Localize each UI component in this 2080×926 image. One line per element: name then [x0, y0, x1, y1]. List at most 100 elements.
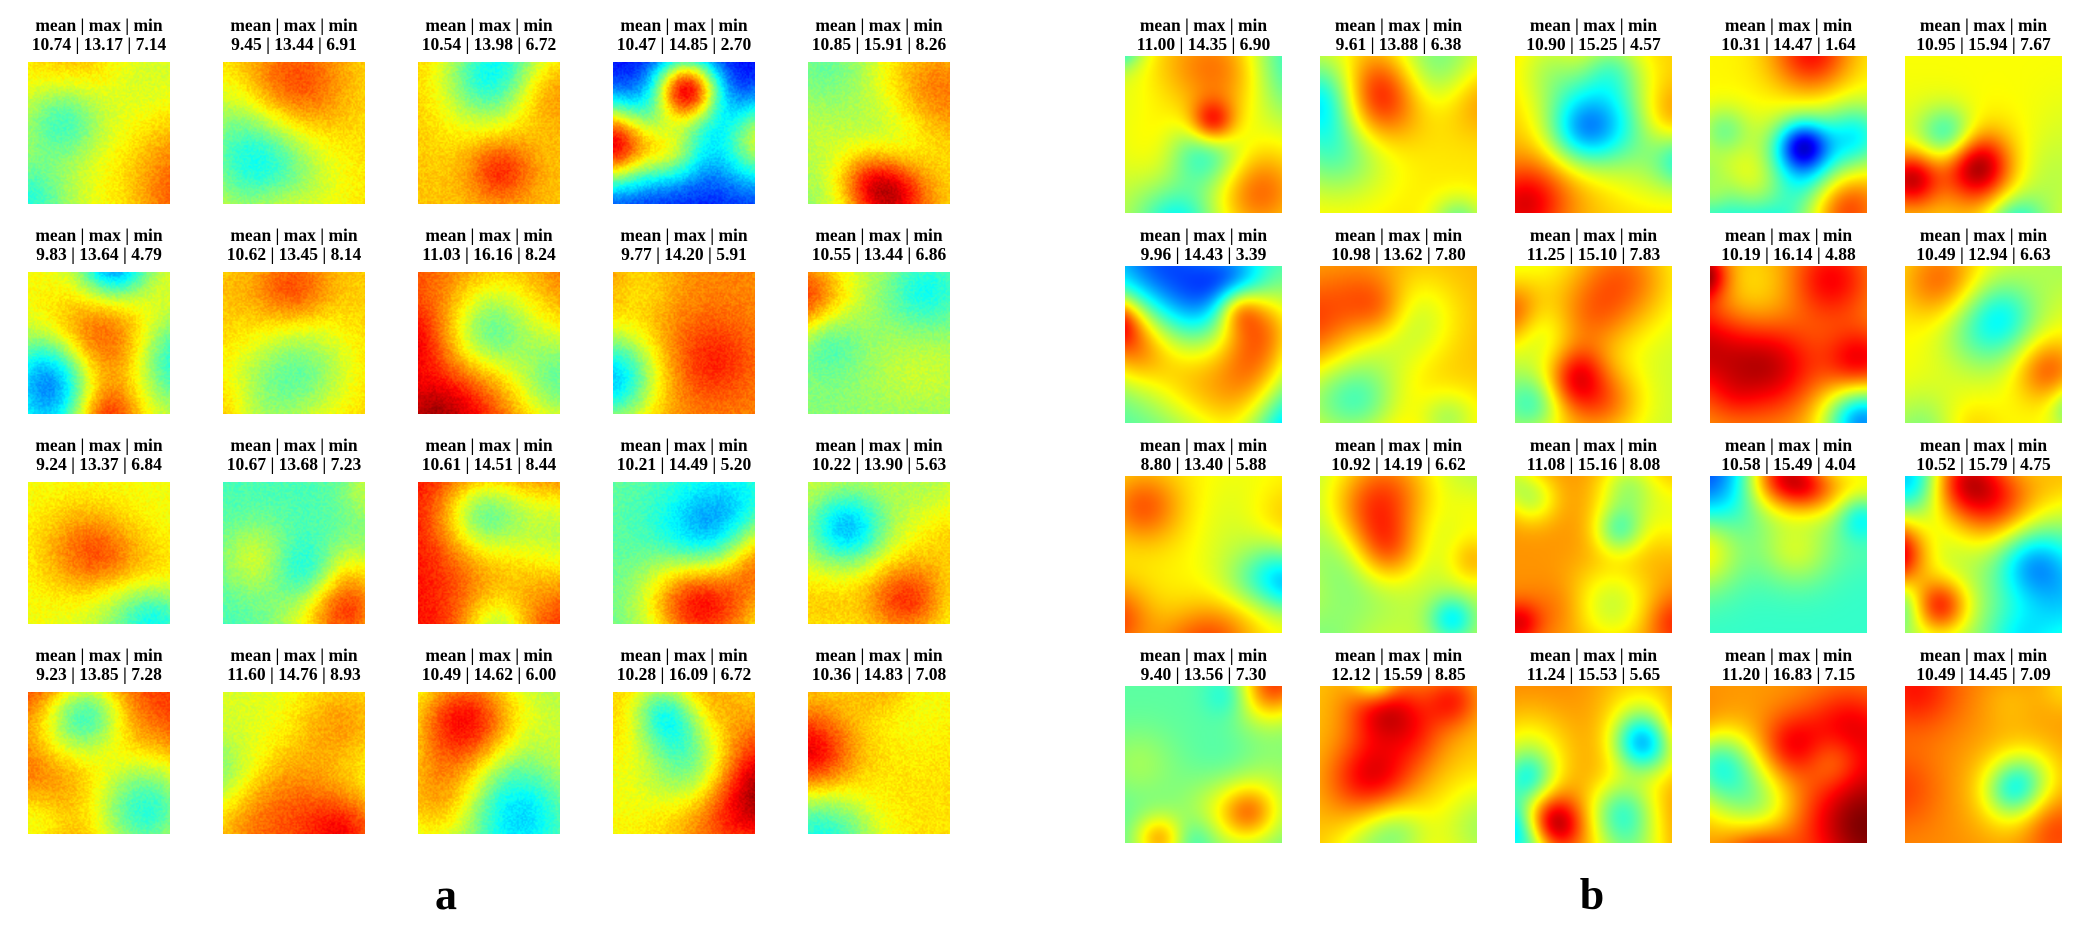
heatmap-cell: mean | max | min 10.49 | 14.62 | 6.00	[418, 630, 560, 840]
heatmap-image	[1710, 686, 1867, 843]
heatmap-cell: mean | max | min 10.31 | 14.47 | 1.64	[1710, 0, 1867, 213]
heatmap-image	[1710, 476, 1867, 633]
cell-title: mean | max | min 9.61 | 13.88 | 6.38	[1320, 16, 1477, 54]
cell-title: mean | max | min 10.74 | 13.17 | 7.14	[28, 16, 170, 54]
stats-header: mean | max | min	[1139, 15, 1268, 35]
stats-values: 10.95 | 15.94 | 7.67	[1916, 34, 2051, 54]
heatmap-cell: mean | max | min 10.92 | 14.19 | 6.62	[1320, 420, 1477, 633]
heatmap-image	[223, 272, 365, 414]
stats-values: 10.28 | 16.09 | 6.72	[616, 664, 752, 684]
stats-header: mean | max | min	[815, 15, 943, 35]
cell-title: mean | max | min 9.83 | 13.64 | 4.79	[28, 226, 170, 264]
stats-values: 9.96 | 14.43 | 3.39	[1140, 244, 1267, 264]
cell-title: mean | max | min 10.49 | 14.45 | 7.09	[1905, 646, 2062, 684]
cell-title: mean | max | min 10.62 | 13.45 | 8.14	[223, 226, 365, 264]
cell-title: mean | max | min 11.20 | 16.83 | 7.15	[1710, 646, 1867, 684]
heatmap-cell: mean | max | min 10.22 | 13.90 | 5.63	[808, 420, 950, 630]
cell-title: mean | max | min 9.40 | 13.56 | 7.30	[1125, 646, 1282, 684]
heatmap-cell: mean | max | min 10.58 | 15.49 | 4.04	[1710, 420, 1867, 633]
cell-title: mean | max | min 10.47 | 14.85 | 2.70	[613, 16, 755, 54]
stats-values: 9.40 | 13.56 | 7.30	[1140, 664, 1267, 684]
cell-title: mean | max | min 8.80 | 13.40 | 5.88	[1125, 436, 1282, 474]
stats-values: 10.22 | 13.90 | 5.63	[811, 454, 947, 474]
stats-header: mean | max | min	[1139, 435, 1268, 455]
stats-header: mean | max | min	[1529, 645, 1658, 665]
heatmap-cell: mean | max | min 10.36 | 14.83 | 7.08	[808, 630, 950, 840]
cell-title: mean | max | min 9.45 | 13.44 | 6.91	[223, 16, 365, 54]
heatmap-cell: mean | max | min 11.00 | 14.35 | 6.90	[1125, 0, 1282, 213]
heatmap-cell: mean | max | min 10.55 | 13.44 | 6.86	[808, 210, 950, 420]
stats-values: 10.21 | 14.49 | 5.20	[616, 454, 752, 474]
heatmap-image	[613, 272, 755, 414]
heatmap-cell: mean | max | min 11.60 | 14.76 | 8.93	[223, 630, 365, 840]
panel-label: a	[435, 870, 457, 919]
cell-title: mean | max | min 11.08 | 15.16 | 8.08	[1515, 436, 1672, 474]
heatmap-cell: mean | max | min 9.96 | 14.43 | 3.39	[1125, 210, 1282, 423]
heatmap-cell: mean | max | min 11.20 | 16.83 | 7.15	[1710, 630, 1867, 843]
heatmap-cell: mean | max | min 10.85 | 15.91 | 8.26	[808, 0, 950, 210]
stats-values: 10.19 | 16.14 | 4.88	[1721, 244, 1856, 264]
heatmap-image	[1515, 56, 1672, 213]
cell-title: mean | max | min 12.12 | 15.59 | 8.85	[1320, 646, 1477, 684]
cell-title: mean | max | min 10.22 | 13.90 | 5.63	[808, 436, 950, 474]
stats-header: mean | max | min	[1529, 15, 1658, 35]
stats-header: mean | max | min	[1724, 15, 1853, 35]
heatmap-image	[613, 692, 755, 834]
stats-values: 9.83 | 13.64 | 4.79	[36, 244, 162, 264]
stats-header: mean | max | min	[35, 15, 163, 35]
cell-title: mean | max | min 10.85 | 15.91 | 8.26	[808, 16, 950, 54]
stats-header: mean | max | min	[425, 225, 553, 245]
heatmap-image	[808, 272, 950, 414]
cell-title: mean | max | min 9.24 | 13.37 | 6.84	[28, 436, 170, 474]
heatmap-image	[1125, 56, 1282, 213]
stats-header: mean | max | min	[1529, 225, 1658, 245]
heatmap-cell: mean | max | min 11.03 | 16.16 | 8.24	[418, 210, 560, 420]
heatmap-image	[1710, 266, 1867, 423]
cell-title: mean | max | min 10.92 | 14.19 | 6.62	[1320, 436, 1477, 474]
heatmap-image	[28, 692, 170, 834]
heatmap-cell: mean | max | min 10.62 | 13.45 | 8.14	[223, 210, 365, 420]
heatmap-cell: mean | max | min 10.61 | 14.51 | 8.44	[418, 420, 560, 630]
heatmap-image	[28, 272, 170, 414]
heatmap-cell: mean | max | min 10.95 | 15.94 | 7.67	[1905, 0, 2062, 213]
heatmap-cell: mean | max | min 8.80 | 13.40 | 5.88	[1125, 420, 1282, 633]
panel-a: mean | max | min 10.74 | 13.17 | 7.14 mean…	[0, 0, 980, 926]
heatmap-cell: mean | max | min 10.47 | 14.85 | 2.70	[613, 0, 755, 210]
heatmap-cell: mean | max | min 11.25 | 15.10 | 7.83	[1515, 210, 1672, 423]
heatmap-cell: mean | max | min 11.24 | 15.53 | 5.65	[1515, 630, 1672, 843]
heatmap-cell: mean | max | min 10.49 | 12.94 | 6.63	[1905, 210, 2062, 423]
stats-header: mean | max | min	[1724, 225, 1853, 245]
heatmap-image	[28, 482, 170, 624]
stats-values: 10.58 | 15.49 | 4.04	[1721, 454, 1856, 474]
heatmap-image	[418, 272, 560, 414]
stats-values: 11.08 | 15.16 | 8.08	[1526, 454, 1661, 474]
panel-label: b	[1579, 870, 1605, 919]
stats-header: mean | max | min	[620, 15, 748, 35]
panel-b: mean | max | min 11.00 | 14.35 | 6.90 mean…	[1100, 0, 2080, 926]
stats-header: mean | max | min	[1334, 15, 1463, 35]
heatmap-cell: mean | max | min 9.23 | 13.85 | 7.28	[28, 630, 170, 840]
cell-title: mean | max | min 10.49 | 12.94 | 6.63	[1905, 226, 2062, 264]
heatmap-cell: mean | max | min 10.19 | 16.14 | 4.88	[1710, 210, 1867, 423]
cell-title: mean | max | min 10.61 | 14.51 | 8.44	[418, 436, 560, 474]
stats-header: mean | max | min	[1919, 15, 2048, 35]
stats-header: mean | max | min	[230, 15, 358, 35]
heatmap-image	[223, 62, 365, 204]
stats-header: mean | max | min	[425, 645, 553, 665]
stats-header: mean | max | min	[620, 645, 748, 665]
heatmap-image	[418, 62, 560, 204]
stats-values: 10.90 | 15.25 | 4.57	[1526, 34, 1661, 54]
cell-title: mean | max | min 10.55 | 13.44 | 6.86	[808, 226, 950, 264]
heatmap-cell: mean | max | min 10.49 | 14.45 | 7.09	[1905, 630, 2062, 843]
heatmap-image	[1515, 266, 1672, 423]
stats-values: 11.20 | 16.83 | 7.15	[1721, 664, 1856, 684]
stats-header: mean | max | min	[815, 645, 943, 665]
heatmap-image	[1905, 476, 2062, 633]
stats-values: 9.23 | 13.85 | 7.28	[36, 664, 162, 684]
heatmap-image	[223, 692, 365, 834]
heatmap-cell: mean | max | min 9.83 | 13.64 | 4.79	[28, 210, 170, 420]
heatmap-image	[418, 482, 560, 624]
stats-header: mean | max | min	[815, 435, 943, 455]
cell-title: mean | max | min 10.19 | 16.14 | 4.88	[1710, 226, 1867, 264]
heatmap-image	[1125, 686, 1282, 843]
